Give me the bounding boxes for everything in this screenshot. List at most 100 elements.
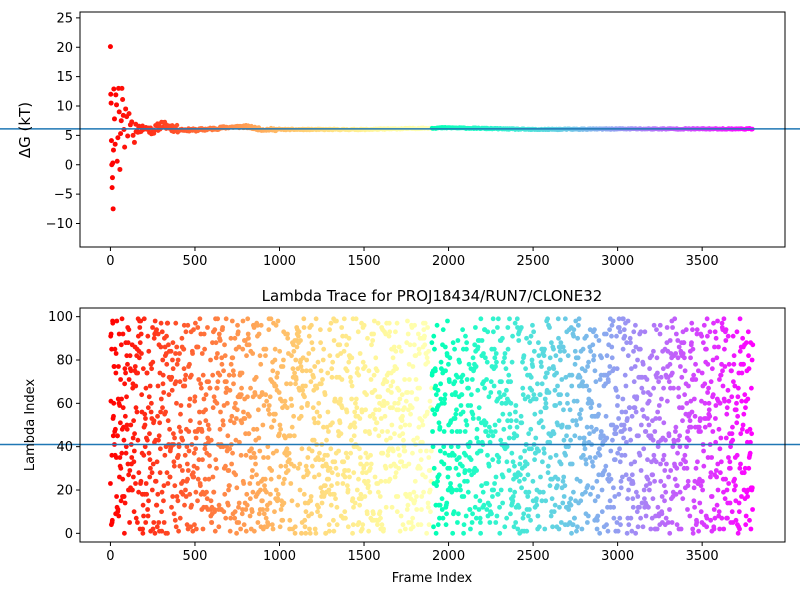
lambda-point — [513, 418, 519, 424]
lambda-point — [642, 496, 647, 502]
lambda-point — [122, 366, 128, 372]
lambda-point — [460, 327, 466, 333]
lambda-point — [631, 329, 637, 335]
lambda-point — [639, 500, 645, 506]
lambda-point — [264, 507, 270, 512]
lambda-point — [143, 385, 149, 391]
lambda-point — [451, 452, 457, 458]
lambda-point — [528, 426, 534, 432]
lambda-point — [288, 481, 294, 486]
lambda-point — [352, 420, 357, 426]
lambda-point — [307, 526, 312, 532]
lambda-point — [144, 491, 150, 497]
lambda-point — [130, 435, 136, 441]
lambda-point — [720, 383, 726, 389]
lambda-point — [239, 370, 245, 376]
lambda-point — [203, 392, 209, 398]
lambda-point — [368, 452, 373, 458]
lambda-point — [138, 331, 144, 337]
lambda-point — [396, 344, 402, 350]
lambda-point — [232, 335, 238, 341]
lambda-point — [721, 526, 727, 532]
lambda-point — [505, 346, 511, 352]
lambda-point — [289, 424, 295, 430]
lambda-point — [193, 489, 199, 495]
lambda-point — [234, 530, 239, 536]
lambda-point — [486, 424, 492, 430]
lambda-point — [401, 444, 407, 450]
lambda-point — [692, 504, 697, 510]
lambda-point — [744, 340, 749, 346]
lambda-point — [433, 368, 438, 374]
lambda-point — [259, 498, 265, 504]
lambda-point — [493, 364, 498, 369]
lambda-point — [560, 500, 566, 506]
lambda-point — [210, 474, 216, 480]
lambda-point — [716, 344, 721, 350]
lambda-point — [713, 403, 719, 408]
lambda-point — [651, 452, 657, 458]
lambda-point — [365, 335, 370, 341]
lambda-point — [583, 461, 589, 467]
lambda-point — [629, 472, 635, 478]
lambda-point — [174, 400, 179, 406]
lambda-point — [117, 403, 123, 408]
lambda-point — [460, 372, 466, 378]
lambda-point — [716, 426, 722, 432]
lambda-point — [399, 459, 405, 465]
delta-g-point — [107, 44, 113, 50]
lambda-point — [631, 379, 637, 385]
lambda-point — [611, 515, 617, 521]
lambda-point — [653, 416, 659, 421]
lambda-point — [126, 327, 132, 333]
lambda-point — [497, 504, 502, 510]
lambda-point — [691, 372, 697, 378]
lambda-point — [616, 325, 622, 330]
lambda-point — [419, 418, 425, 424]
lambda-point — [346, 335, 352, 341]
lambda-point — [221, 368, 226, 374]
lambda-point — [466, 444, 472, 450]
lambda-point — [748, 439, 753, 445]
lambda-point — [115, 433, 120, 439]
lambda-point — [334, 504, 340, 510]
lambda-point — [173, 524, 179, 530]
lambda-point — [284, 446, 290, 452]
lambda-point — [535, 381, 540, 387]
lambda-point — [737, 526, 742, 532]
lambda-point — [708, 379, 714, 385]
lambda-point — [507, 424, 513, 430]
lambda-point — [445, 474, 451, 480]
lambda-point — [135, 437, 141, 443]
lambda-point — [705, 361, 711, 367]
lambda-point — [657, 322, 663, 328]
lambda-point — [357, 446, 362, 452]
lambda-point — [726, 361, 732, 367]
lambda-point — [168, 348, 174, 354]
lambda-point — [325, 370, 331, 376]
lambda-point — [709, 455, 715, 460]
lambda-point — [688, 398, 694, 404]
lambda-point — [427, 468, 433, 473]
lambda-point — [341, 459, 347, 465]
lambda-point — [121, 530, 127, 536]
lambda-point — [594, 526, 600, 532]
lambda-point — [478, 448, 484, 454]
lambda-point — [422, 320, 428, 326]
lambda-point — [337, 420, 343, 426]
lambda-point — [390, 448, 396, 454]
lambda-point — [384, 437, 389, 443]
lambda-point — [430, 444, 436, 450]
lambda-point — [339, 325, 345, 330]
lambda-point — [224, 379, 229, 385]
lambda-point — [289, 353, 294, 359]
lambda-point — [239, 385, 244, 391]
lambda-point — [327, 327, 333, 333]
lambda-point — [585, 483, 591, 489]
lambda-point — [457, 429, 463, 434]
lambda-point — [677, 433, 683, 439]
lambda-point — [746, 366, 752, 372]
lambda-point — [464, 346, 469, 352]
lambda-point — [622, 372, 628, 378]
lambda-point — [664, 398, 670, 404]
